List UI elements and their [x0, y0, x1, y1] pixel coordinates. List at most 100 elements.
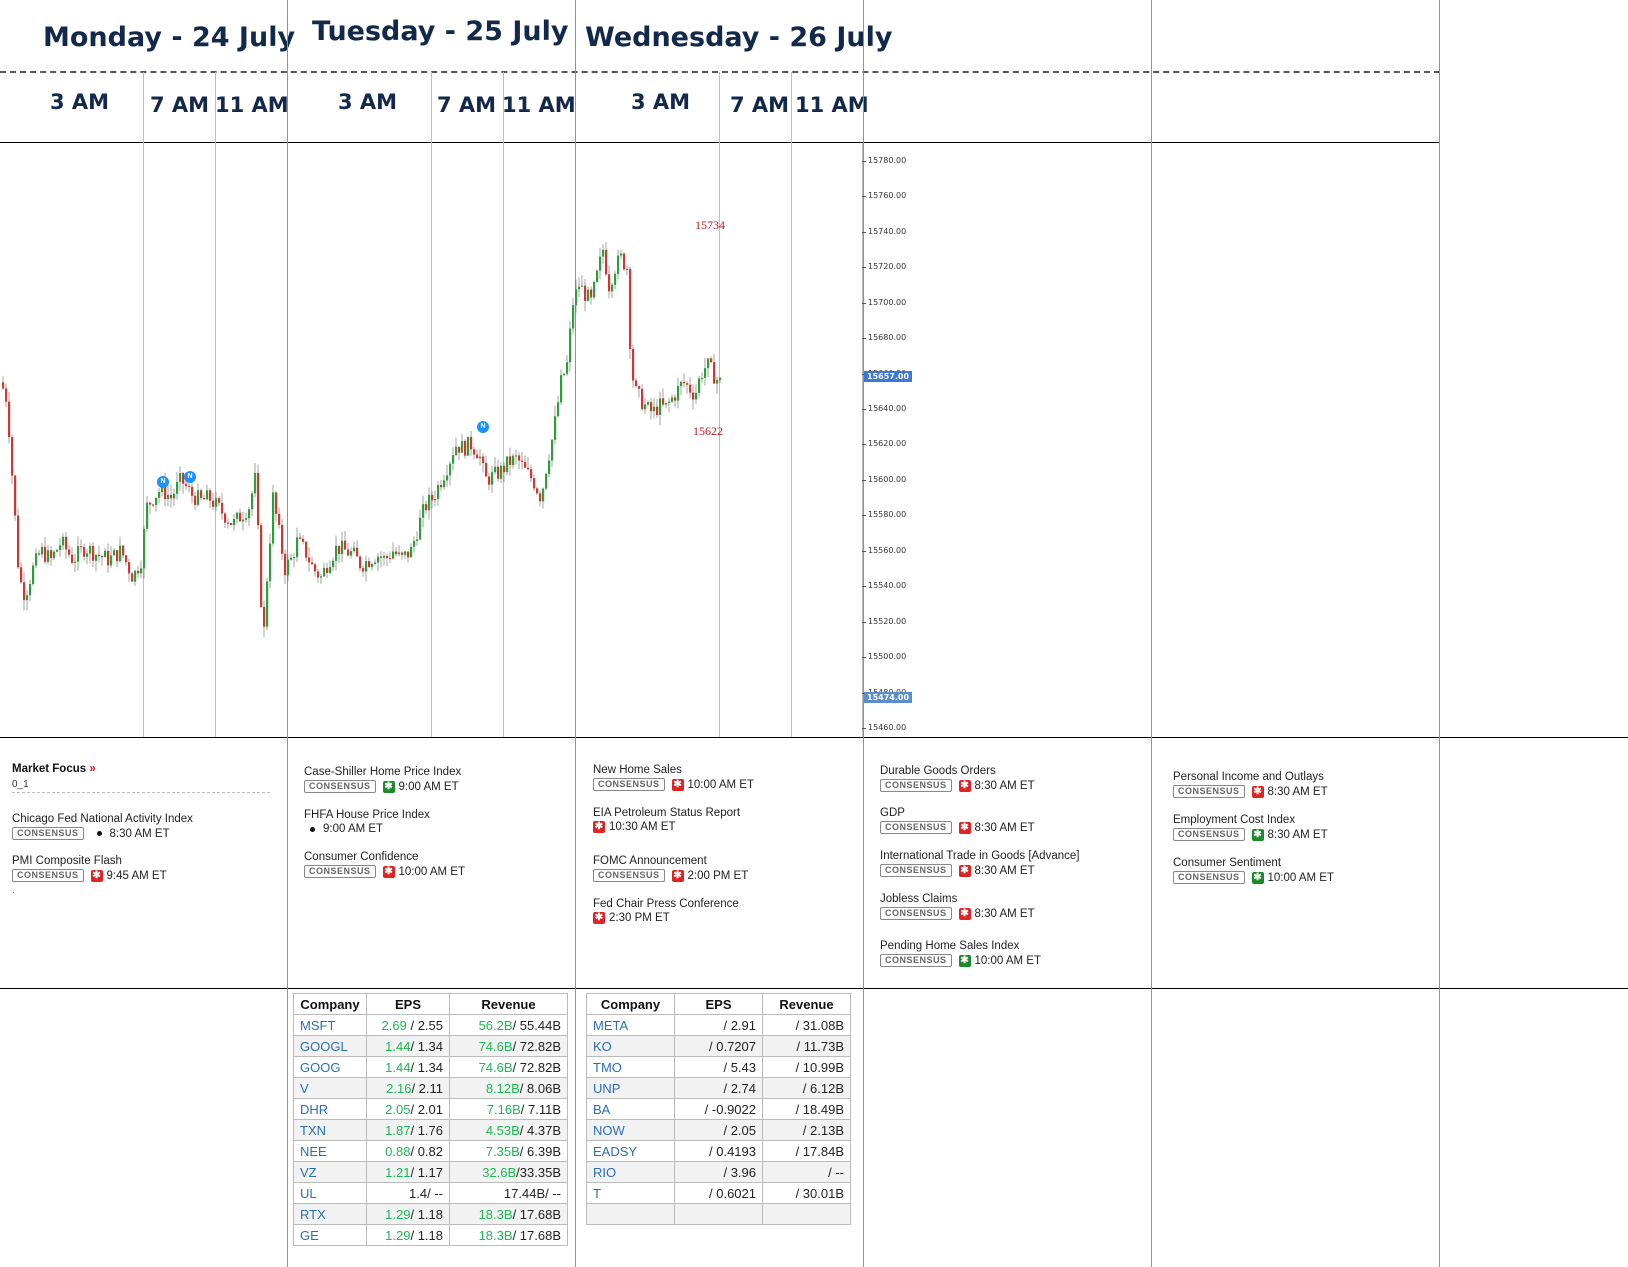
- event-name[interactable]: Personal Income and Outlays: [1173, 771, 1324, 783]
- company-link[interactable]: UL: [293, 1182, 367, 1204]
- consensus-badge[interactable]: CONSENSUS: [12, 869, 84, 882]
- event-name[interactable]: Fed Chair Press Conference: [593, 898, 739, 910]
- event-item[interactable]: GDP CONSENSUS ✱ 8:30 AM ET: [880, 807, 1035, 834]
- consensus-badge[interactable]: CONSENSUS: [880, 907, 952, 920]
- event-item[interactable]: Durable Goods Orders CONSENSUS ✱ 8:30 AM ET: [880, 765, 1035, 792]
- candle: [458, 446, 461, 453]
- news-marker-icon[interactable]: N: [157, 476, 169, 488]
- event-item[interactable]: Chicago Fed National Activity Index CONSE…: [12, 813, 193, 840]
- company-link[interactable]: GOOGL: [293, 1035, 367, 1057]
- event-name[interactable]: New Home Sales: [593, 764, 682, 776]
- event-item[interactable]: Personal Income and Outlays CONSENSUS ✱ 8:3…: [1173, 771, 1328, 798]
- event-item[interactable]: Consumer Sentiment CONSENSUS ✱ 10:00 AM ET: [1173, 857, 1334, 884]
- event-item[interactable]: FOMC Announcement CONSENSUS ✱ 2:00 PM ET: [593, 855, 748, 882]
- company-link[interactable]: [586, 1203, 675, 1225]
- chevron-right-icon: »: [89, 763, 96, 775]
- event-time: 10:00 AM ET: [974, 954, 1041, 967]
- event-name[interactable]: Jobless Claims: [880, 893, 958, 905]
- event-name[interactable]: Case-Shiller Home Price Index: [304, 766, 462, 778]
- company-link[interactable]: MSFT: [293, 1014, 367, 1036]
- company-link[interactable]: V: [293, 1077, 367, 1099]
- event-item[interactable]: Case-Shiller Home Price Index CONSENSUS ✱ 9…: [304, 766, 461, 793]
- consensus-badge[interactable]: CONSENSUS: [1173, 828, 1245, 841]
- event-name[interactable]: EIA Petroleum Status Report: [593, 807, 741, 819]
- event-name[interactable]: GDP: [880, 807, 905, 819]
- company-link[interactable]: DHR: [293, 1098, 367, 1120]
- candle: [365, 561, 368, 572]
- company-link[interactable]: GOOG: [293, 1056, 367, 1078]
- company-link[interactable]: RTX: [293, 1203, 367, 1225]
- news-marker-icon[interactable]: N: [184, 471, 196, 483]
- company-link[interactable]: BA: [586, 1098, 675, 1120]
- news-marker-icon[interactable]: N: [477, 421, 489, 433]
- col-header-company: Company: [293, 993, 367, 1015]
- medium-impact-icon: ✱: [1251, 828, 1264, 841]
- candle: [431, 494, 434, 501]
- event-name[interactable]: Chicago Fed National Activity Index: [12, 813, 193, 825]
- event-item[interactable]: Employment Cost Index CONSENSUS ✱ 8:30 AM E…: [1173, 814, 1328, 841]
- candle: [692, 392, 695, 400]
- candle: [503, 465, 506, 473]
- event-item[interactable]: International Trade in Goods [Advance] CO…: [880, 850, 1079, 877]
- y-tick-label: 15700.00: [868, 297, 907, 307]
- event-name[interactable]: Consumer Sentiment: [1173, 857, 1282, 869]
- company-link[interactable]: NOW: [586, 1119, 675, 1141]
- event-name[interactable]: Pending Home Sales Index: [880, 940, 1020, 952]
- eps-estimate: / 1.18: [410, 1227, 443, 1243]
- candle: [452, 454, 455, 464]
- consensus-badge[interactable]: CONSENSUS: [880, 779, 952, 792]
- eps-cell: / 5.43: [674, 1056, 763, 1078]
- consensus-badge[interactable]: CONSENSUS: [1173, 871, 1245, 884]
- event-name[interactable]: PMI Composite Flash: [12, 855, 122, 867]
- candle: [689, 384, 692, 393]
- event-item[interactable]: Jobless Claims CONSENSUS ✱ 8:30 AM ET: [880, 893, 1035, 920]
- candle: [203, 498, 206, 500]
- event-item[interactable]: New Home Sales CONSENSUS ✱ 10:00 AM ET: [593, 764, 754, 791]
- event-item[interactable]: Fed Chair Press Conference ✱ 2:30 PM ET: [593, 898, 739, 924]
- event-item[interactable]: PMI Composite Flash CONSENSUS ✱ 9:45 AM ET: [12, 855, 167, 882]
- candle: [407, 551, 410, 558]
- y-tick-label: 15460.00: [868, 723, 907, 733]
- company-link[interactable]: GE: [293, 1224, 367, 1246]
- candle: [575, 289, 578, 306]
- event-name[interactable]: International Trade in Goods [Advance]: [880, 850, 1080, 862]
- event-item[interactable]: FHFA House Price Index 9:00 AM ET: [304, 809, 430, 835]
- company-link[interactable]: EADSY: [586, 1140, 675, 1162]
- table-row: GE 1.29/ 1.18 18.3B/ 17.68B: [293, 1224, 568, 1246]
- revenue-actual: 7.16B: [486, 1101, 521, 1117]
- event-name[interactable]: FOMC Announcement: [593, 855, 707, 867]
- consensus-badge[interactable]: CONSENSUS: [1173, 785, 1245, 798]
- consensus-badge[interactable]: CONSENSUS: [880, 864, 952, 877]
- market-focus-title[interactable]: Market Focus »: [12, 763, 96, 775]
- consensus-badge[interactable]: CONSENSUS: [593, 778, 665, 791]
- company-link[interactable]: RIO: [586, 1161, 675, 1183]
- event-name[interactable]: FHFA House Price Index: [304, 809, 430, 821]
- company-link[interactable]: T: [586, 1182, 675, 1204]
- event-item[interactable]: Consumer Confidence CONSENSUS ✱ 10:00 AM ET: [304, 851, 465, 878]
- consensus-badge[interactable]: CONSENSUS: [304, 780, 376, 793]
- company-link[interactable]: TMO: [586, 1056, 675, 1078]
- event-name[interactable]: Employment Cost Index: [1173, 814, 1296, 826]
- company-link[interactable]: TXN: [293, 1119, 367, 1141]
- event-name[interactable]: Consumer Confidence: [304, 851, 419, 863]
- company-link[interactable]: NEE: [293, 1140, 367, 1162]
- low-price-badge: 15474.00: [864, 692, 913, 703]
- event-name[interactable]: Durable Goods Orders: [880, 765, 996, 777]
- price-chart[interactable]: [0, 143, 863, 737]
- revenue-cell: 7.35B/ 6.39B: [449, 1140, 568, 1162]
- table-row: EADSY/ 0.4193/ 17.84B: [586, 1140, 851, 1162]
- consensus-badge[interactable]: CONSENSUS: [593, 869, 665, 882]
- consensus-badge[interactable]: CONSENSUS: [880, 954, 952, 967]
- company-link[interactable]: UNP: [586, 1077, 675, 1099]
- company-link[interactable]: KO: [586, 1035, 675, 1057]
- consensus-badge[interactable]: CONSENSUS: [880, 821, 952, 834]
- company-link[interactable]: VZ: [293, 1161, 367, 1183]
- company-link[interactable]: META: [586, 1014, 675, 1036]
- table-row: UL 1.4/ -- 17.44B/ --: [293, 1182, 568, 1204]
- consensus-badge[interactable]: CONSENSUS: [12, 827, 84, 840]
- consensus-badge[interactable]: CONSENSUS: [304, 865, 376, 878]
- candle: [416, 539, 419, 541]
- event-item[interactable]: EIA Petroleum Status Report ✱ 10:30 AM ET: [593, 807, 740, 833]
- event-item[interactable]: Pending Home Sales Index CONSENSUS ✱ 10:00 …: [880, 940, 1041, 967]
- candle: [569, 328, 572, 363]
